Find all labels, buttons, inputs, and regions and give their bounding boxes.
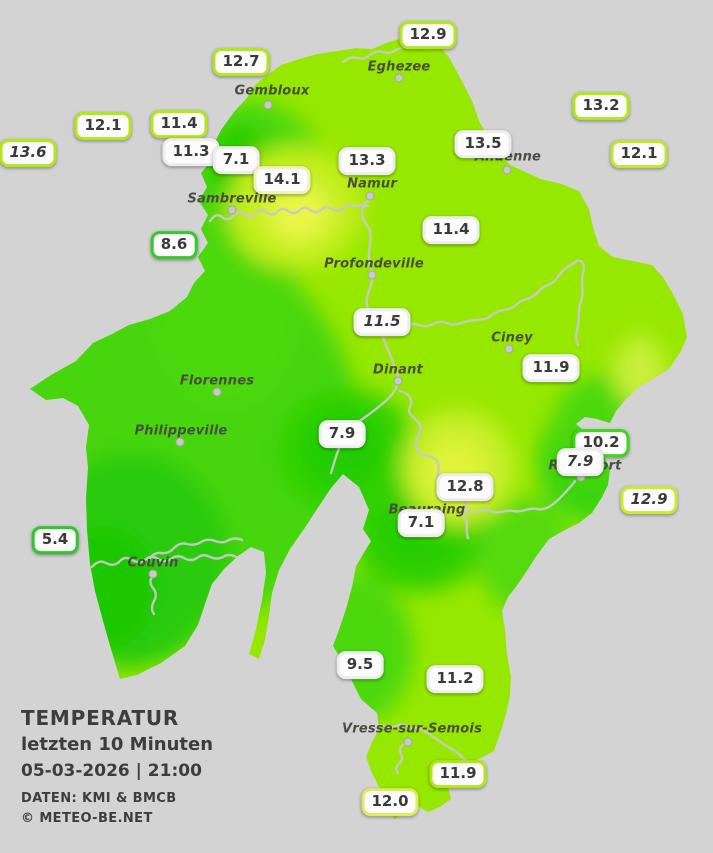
city-dot-couvin bbox=[148, 569, 158, 579]
temp-badge: 7.9 bbox=[556, 448, 604, 476]
map-title: TEMPERATUR bbox=[21, 706, 180, 730]
city-dot-dinant bbox=[393, 376, 403, 386]
temp-badge: 11.9 bbox=[429, 760, 487, 788]
temp-badge: 13.5 bbox=[454, 130, 512, 158]
temp-badge: 11.4 bbox=[422, 216, 480, 244]
temp-badge: 12.7 bbox=[212, 48, 270, 76]
temp-badge: 12.9 bbox=[399, 21, 457, 49]
temp-badge: 8.6 bbox=[150, 231, 198, 259]
temp-badge: 7.9 bbox=[318, 420, 366, 448]
temp-badge: 11.9 bbox=[522, 354, 580, 382]
river-sambre bbox=[208, 203, 370, 223]
city-dot-florennes bbox=[212, 387, 222, 397]
city-dot-andenne bbox=[502, 165, 512, 175]
city-dot-sambreville bbox=[227, 205, 237, 215]
temp-badge: 9.5 bbox=[336, 651, 384, 679]
city-dot-profondeville bbox=[367, 270, 377, 280]
copyright: © METEO-BE.NET bbox=[21, 811, 153, 826]
city-label-dinant: Dinant bbox=[373, 362, 423, 378]
city-label-namur: Namur bbox=[347, 176, 397, 192]
temp-badge: 11.5 bbox=[353, 308, 411, 336]
city-label-florennes: Florennes bbox=[179, 373, 255, 389]
city-dot-namur bbox=[365, 191, 375, 201]
temp-badge: 12.1 bbox=[610, 140, 668, 168]
map-subtitle: letzten 10 Minuten bbox=[21, 734, 214, 755]
city-label-couvin: Couvin bbox=[127, 555, 179, 571]
city-dot-eghezee bbox=[394, 73, 404, 83]
temp-badge: 13.2 bbox=[572, 92, 630, 120]
temp-badge: 13.3 bbox=[338, 147, 396, 175]
temp-badge: 14.1 bbox=[253, 166, 311, 194]
river-viroin bbox=[90, 552, 254, 569]
temp-badge: 11.3 bbox=[162, 138, 220, 166]
temp-badge: 13.6 bbox=[0, 139, 57, 167]
temp-badge: 12.9 bbox=[620, 486, 678, 514]
city-label-gembloux: Gembloux bbox=[234, 83, 310, 99]
map-datetime: 05-03-2026 | 21:00 bbox=[21, 761, 202, 781]
temp-badge: 11.2 bbox=[426, 665, 484, 693]
river-bocq bbox=[402, 259, 585, 347]
city-label-ciney: Ciney bbox=[491, 330, 533, 346]
river-eau-blanche bbox=[146, 537, 244, 563]
temp-badge: 11.4 bbox=[150, 110, 208, 138]
temp-badge: 7.1 bbox=[212, 146, 260, 174]
city-dot-philippeville bbox=[175, 437, 185, 447]
river-semois-loop bbox=[395, 742, 406, 775]
city-label-profondeville: Profondeville bbox=[324, 256, 424, 272]
temp-badge: 5.4 bbox=[31, 526, 79, 554]
city-dot-gembloux bbox=[263, 100, 273, 110]
title-block: TEMPERATUR letzten 10 Minuten 05-03-2026… bbox=[21, 706, 213, 826]
city-label-vresse-sur-semois: Vresse-sur-Semois bbox=[341, 721, 483, 737]
data-source: DATEN: KMI & BMCB bbox=[21, 791, 177, 806]
river-couvin-south bbox=[149, 572, 157, 616]
city-label-philippeville: Philippeville bbox=[134, 423, 228, 439]
river-lhomme bbox=[462, 493, 470, 540]
city-label-sambreville: Sambreville bbox=[187, 191, 277, 207]
city-label-eghezee: Eghezee bbox=[367, 59, 431, 75]
temp-badge: 7.1 bbox=[397, 509, 445, 537]
city-dot-ciney bbox=[504, 344, 514, 354]
temp-badge: 12.0 bbox=[361, 788, 419, 816]
city-dot-vresse-sur-semois bbox=[403, 737, 413, 747]
temp-badge: 12.1 bbox=[74, 112, 132, 140]
temp-badge: 12.8 bbox=[436, 473, 494, 501]
